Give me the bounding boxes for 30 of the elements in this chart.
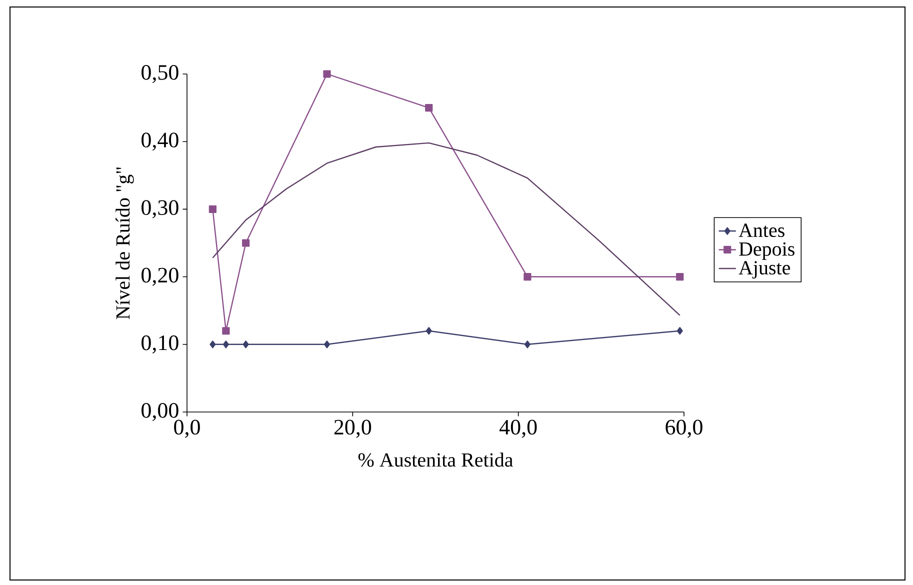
point xyxy=(676,272,684,281)
y-tick-label: 0,10 xyxy=(142,335,178,354)
point xyxy=(222,327,230,335)
y-tick-label: 0,20 xyxy=(142,268,178,286)
point xyxy=(426,327,432,335)
legend-label: Depois xyxy=(739,242,794,260)
point xyxy=(222,340,229,348)
point xyxy=(676,327,683,335)
x-tick-label: 60,0 xyxy=(666,420,702,438)
y-tick-label: 0,00 xyxy=(142,402,178,421)
point xyxy=(524,272,532,281)
y-axis-title: Nível de Ruído "g" xyxy=(116,167,134,320)
legend-label: Antes xyxy=(738,224,784,238)
y-tick-label: 0,30 xyxy=(142,200,178,218)
point xyxy=(524,340,530,348)
x-tick-label: 40,0 xyxy=(500,420,537,438)
point xyxy=(324,340,330,348)
point xyxy=(208,205,216,213)
line-series xyxy=(212,142,680,316)
y-tick-label: 0,50 xyxy=(142,64,178,84)
point xyxy=(210,340,216,348)
x-axis-title: % Austenita Retida xyxy=(358,452,513,467)
point xyxy=(425,104,433,112)
legend-label: Ajuste xyxy=(738,261,790,279)
x-tick-label: 20,0 xyxy=(334,420,372,438)
point xyxy=(323,70,331,78)
point xyxy=(242,239,250,247)
y-tick-label: 0,40 xyxy=(142,132,178,151)
point xyxy=(242,340,249,348)
x-tick-label: 0,0 xyxy=(174,420,200,438)
